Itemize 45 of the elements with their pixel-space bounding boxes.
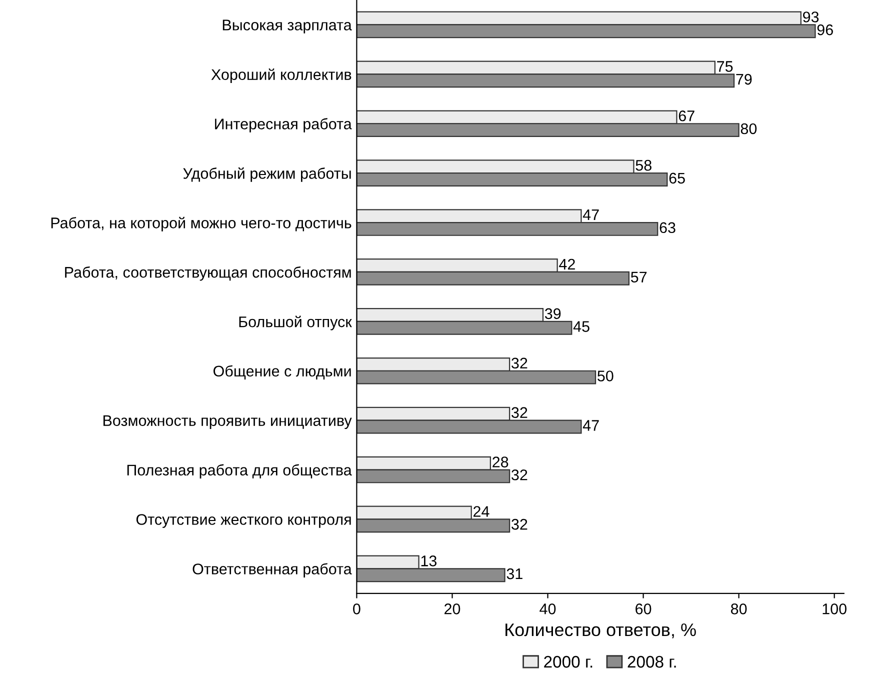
data-label: 13 bbox=[421, 556, 437, 566]
data-label: 58 bbox=[636, 160, 652, 171]
data-label: 79 bbox=[736, 74, 752, 85]
data-label: 50 bbox=[598, 370, 614, 382]
y-tick-label: Отсутствие жесткого контроля bbox=[136, 514, 351, 528]
x-tick-label: 60 bbox=[636, 604, 652, 614]
y-tick-label: Интересная работа bbox=[215, 118, 352, 132]
data-label: 39 bbox=[544, 308, 561, 320]
y-tick-label: Удобный режим работы bbox=[183, 167, 351, 182]
x-tick-label: 40 bbox=[540, 604, 556, 614]
data-label: 47 bbox=[582, 420, 599, 431]
y-tick-label: Общение с людьми bbox=[214, 365, 351, 380]
x-tick-label: 100 bbox=[822, 604, 846, 614]
x-tick-label: 0 bbox=[353, 604, 360, 614]
y-tick-label: Ответственная работа bbox=[192, 563, 352, 578]
y-tick-label: Высокая зарплата bbox=[222, 20, 352, 34]
y-tick-label: Возможность проявить инициативу bbox=[103, 415, 352, 430]
y-tick-label: Работа, на которой можно чего-то достичь bbox=[51, 216, 352, 232]
data-label: 45 bbox=[573, 321, 590, 332]
data-label: 67 bbox=[678, 110, 694, 122]
data-label: 42 bbox=[559, 258, 575, 270]
data-label: 93 bbox=[803, 12, 819, 22]
y-tick-label: Большой отпуск bbox=[239, 316, 352, 330]
x-tick-label: 80 bbox=[730, 604, 747, 614]
data-label: 57 bbox=[630, 272, 647, 282]
data-label: 24 bbox=[473, 506, 490, 517]
data-label: 65 bbox=[669, 172, 685, 184]
data-label: 63 bbox=[660, 222, 676, 234]
data-label: 32 bbox=[512, 358, 528, 369]
y-tick-label: Хороший коллектив bbox=[211, 68, 352, 84]
legend-label: 2000 г. bbox=[544, 656, 592, 668]
data-label: 32 bbox=[512, 407, 528, 418]
data-label: 28 bbox=[492, 456, 508, 468]
y-tick-label: Полезная работа для общества bbox=[127, 464, 352, 479]
y-tick-label: Работа, соответствующая способностям bbox=[65, 266, 351, 281]
data-label: 96 bbox=[817, 24, 833, 36]
data-label: 32 bbox=[512, 518, 528, 530]
data-label: 75 bbox=[717, 61, 733, 72]
data-label: 31 bbox=[506, 568, 522, 580]
legend-label: 2008 г. bbox=[628, 656, 676, 668]
x-tick-label: 20 bbox=[444, 604, 460, 614]
x-axis-title: Количество ответов, % bbox=[506, 623, 696, 638]
data-label: 80 bbox=[740, 123, 757, 134]
data-label: 32 bbox=[512, 469, 528, 480]
data-label: 47 bbox=[582, 210, 599, 220]
